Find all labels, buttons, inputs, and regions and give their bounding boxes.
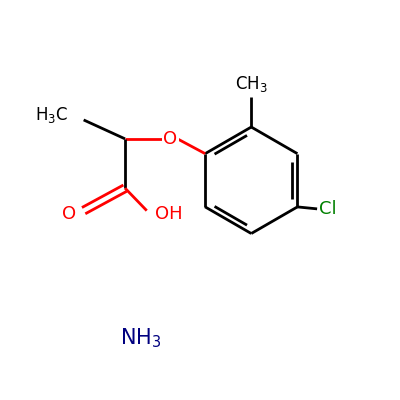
Text: O: O (163, 130, 178, 148)
Text: O: O (62, 205, 76, 223)
Text: $\mathregular{NH_3}$: $\mathregular{NH_3}$ (120, 326, 162, 350)
Text: $\mathregular{CH_3}$: $\mathregular{CH_3}$ (235, 74, 268, 94)
Text: OH: OH (155, 205, 182, 223)
Text: $\mathregular{H_3C}$: $\mathregular{H_3C}$ (35, 105, 68, 125)
Text: Cl: Cl (319, 200, 337, 218)
